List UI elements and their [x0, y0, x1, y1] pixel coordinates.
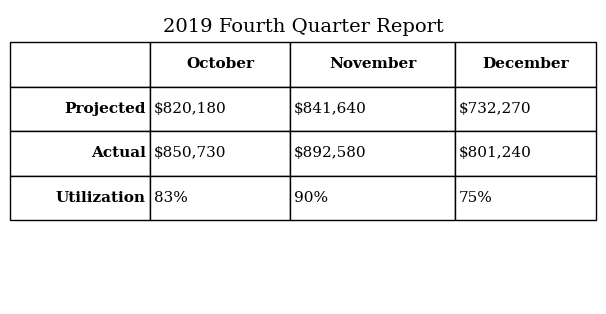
- Bar: [290, 131, 455, 176]
- Text: 83%: 83%: [154, 191, 188, 205]
- Bar: [290, 86, 455, 131]
- Bar: [150, 86, 290, 131]
- Text: $892,580: $892,580: [294, 146, 367, 160]
- Text: Actual: Actual: [91, 146, 146, 160]
- Bar: [10, 86, 150, 131]
- Bar: [150, 176, 290, 220]
- Bar: [290, 42, 455, 86]
- Bar: [290, 176, 455, 220]
- Bar: [10, 176, 150, 220]
- Bar: [10, 42, 150, 86]
- Text: November: November: [329, 57, 416, 71]
- Text: 90%: 90%: [294, 191, 328, 205]
- Bar: [455, 131, 596, 176]
- Text: $732,270: $732,270: [459, 102, 531, 116]
- Text: $841,640: $841,640: [294, 102, 367, 116]
- Bar: [150, 42, 290, 86]
- Bar: [455, 86, 596, 131]
- Text: October: October: [186, 57, 254, 71]
- Text: 2019 Fourth Quarter Report: 2019 Fourth Quarter Report: [162, 18, 444, 36]
- Text: Utilization: Utilization: [56, 191, 146, 205]
- Text: $820,180: $820,180: [154, 102, 227, 116]
- Text: Projected: Projected: [64, 102, 146, 116]
- Bar: [455, 176, 596, 220]
- Text: December: December: [482, 57, 569, 71]
- Text: $850,730: $850,730: [154, 146, 227, 160]
- Bar: [455, 42, 596, 86]
- Bar: [150, 131, 290, 176]
- Text: 75%: 75%: [459, 191, 493, 205]
- Text: $801,240: $801,240: [459, 146, 532, 160]
- Bar: [10, 131, 150, 176]
